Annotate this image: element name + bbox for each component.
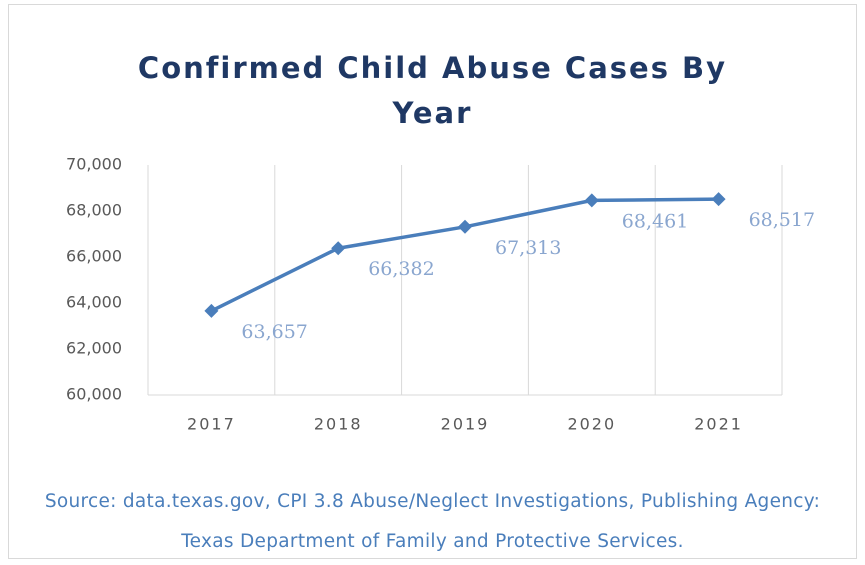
- source-note: Source: data.texas.gov, CPI 3.8 Abuse/Ne…: [44, 491, 821, 552]
- chart-title: Confirmed Child Abuse Cases By Year: [137, 51, 728, 130]
- x-tick-label: 2019: [441, 415, 490, 434]
- y-tick-label: 64,000: [66, 293, 122, 312]
- x-tick-label: 2018: [314, 415, 363, 434]
- y-tick-label: 62,000: [66, 339, 122, 358]
- data-label: 68,461: [622, 210, 688, 232]
- data-label: 66,382: [368, 258, 434, 280]
- x-tick-label: 2017: [187, 415, 236, 434]
- data-point: [204, 303, 219, 318]
- data-point: [331, 241, 346, 256]
- data-point: [584, 193, 599, 208]
- x-tick-label: 2021: [694, 415, 743, 434]
- chart-frame: [8, 4, 857, 559]
- data-point: [711, 192, 726, 207]
- x-tick-label: 2020: [567, 415, 616, 434]
- y-tick-label: 66,000: [66, 247, 122, 266]
- data-label: 67,313: [495, 237, 561, 259]
- data-point: [458, 219, 472, 234]
- y-tick-label: 68,000: [66, 201, 122, 220]
- data-label: 63,657: [241, 321, 307, 343]
- y-tick-label: 60,000: [66, 385, 122, 404]
- y-tick-label: 70,000: [66, 155, 122, 174]
- data-label: 68,517: [749, 209, 815, 231]
